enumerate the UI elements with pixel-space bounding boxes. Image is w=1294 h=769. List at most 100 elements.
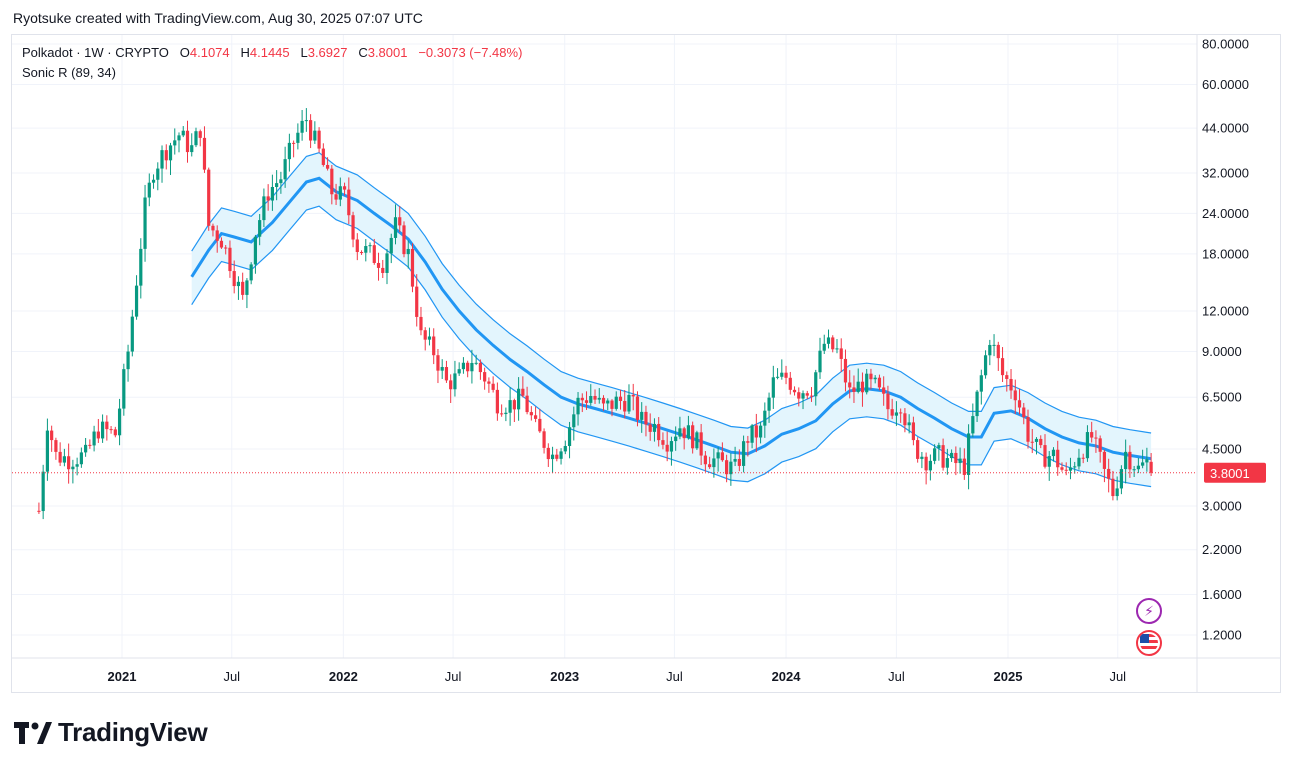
candle-body [856, 381, 860, 392]
candle-body [933, 448, 937, 461]
attribution-text: Ryotsuke created with TradingView.com, A… [13, 10, 423, 26]
candle-body [1068, 467, 1073, 471]
candle-body [109, 429, 113, 431]
y-tick-label: 6.5000 [1202, 390, 1242, 405]
candle-body [500, 413, 504, 415]
candle-body [219, 240, 224, 248]
candle-body [117, 408, 122, 436]
candle-body [338, 186, 342, 200]
candle-body [1056, 449, 1060, 468]
candle-body [96, 431, 100, 439]
candle-body [232, 271, 236, 287]
candle-body [1098, 438, 1102, 452]
candle-body [449, 380, 453, 390]
candle-body [979, 375, 983, 392]
candle-body [185, 130, 190, 153]
candle-body [113, 429, 117, 436]
candle-body [907, 422, 911, 426]
price-axis: 80.0000 60.0000 44.0000 32.0000 24.0000 18.00… [1196, 35, 1249, 692]
candle-body [381, 267, 385, 273]
brand-name: TradingView [58, 717, 208, 747]
candle-body [1047, 456, 1051, 467]
candle-body [105, 421, 109, 430]
candle-body [79, 452, 83, 465]
y-tick-label: 44.0000 [1202, 121, 1249, 136]
candle-body [100, 421, 105, 439]
candle-body [1141, 462, 1145, 466]
candle-body [495, 389, 499, 414]
candle-body [661, 440, 665, 445]
candle-body [1081, 457, 1085, 459]
candle-body [194, 131, 198, 146]
candle-body [330, 168, 334, 195]
candle-body [147, 182, 151, 198]
x-tick-label: Jul [666, 669, 683, 684]
candle-body [563, 446, 567, 452]
candle-body [224, 247, 228, 249]
y-tick-label: 1.6000 [1202, 587, 1242, 602]
candle-body [533, 415, 538, 419]
tradingview-brand[interactable]: TradingView [14, 717, 208, 748]
candle-body [758, 425, 763, 438]
symbol-label[interactable]: Polkadot · 1W · CRYPTO [22, 45, 169, 60]
candle-body [712, 458, 716, 468]
candle-body [869, 373, 873, 380]
candle-body [245, 280, 249, 295]
candle-body [538, 418, 542, 432]
candle-body [873, 377, 877, 380]
candle-body [877, 377, 882, 388]
open-value: 4.1074 [189, 45, 230, 60]
y-tick-label: 80.0000 [1202, 37, 1249, 52]
candle-body [41, 471, 45, 512]
candle-body [504, 412, 508, 415]
candle-body [440, 367, 444, 371]
candle-body [792, 389, 797, 393]
indicator-label[interactable]: Sonic R (89, 34) [22, 65, 116, 80]
candle-body [1136, 465, 1140, 470]
sonic-r-upper [191, 152, 1152, 434]
candle-body [699, 432, 703, 456]
last-price-badge [1204, 462, 1266, 483]
candle-body [1077, 457, 1081, 467]
x-tick-label: Jul [223, 669, 240, 684]
high-label: H [240, 45, 250, 60]
candle-body [975, 391, 979, 417]
candle-body [92, 431, 96, 446]
y-tick-label: 9.0000 [1202, 344, 1242, 359]
candle-body [678, 428, 682, 437]
candle-body [1039, 438, 1043, 446]
x-tick-label: 2021 [108, 669, 137, 684]
candle-body [483, 372, 487, 382]
price-chart[interactable]: 3.8001 80.0000 60.0000 44.0000 32.0000 24.00… [12, 35, 1280, 692]
candle-body [139, 248, 143, 286]
candle-body [580, 397, 584, 401]
last-price-badge-text: 3.8001 [1210, 466, 1250, 481]
candle-body [1034, 438, 1039, 442]
candle-body [262, 196, 266, 221]
lightning-icon[interactable]: ⚡ [1136, 598, 1162, 624]
candle-body [402, 225, 406, 255]
high-value: 4.1445 [249, 45, 290, 60]
candle-body [283, 159, 287, 180]
low-value: 3.6927 [307, 45, 348, 60]
candle-body [950, 452, 954, 459]
candle-body [177, 135, 181, 141]
candle-body [37, 510, 41, 512]
candle-body [58, 451, 62, 463]
candle-body [814, 372, 818, 397]
x-tick-label: 2022 [329, 669, 358, 684]
candle-body [801, 393, 805, 399]
candle-body [576, 397, 580, 415]
candle-body [84, 444, 88, 453]
candle-body [202, 137, 207, 170]
candle-body [635, 396, 640, 420]
candle-body [351, 215, 355, 240]
candle-body [920, 456, 924, 459]
candle-body [160, 150, 164, 169]
candle-body [525, 395, 529, 413]
candle-body [512, 400, 516, 410]
us-flag-icon[interactable] [1136, 630, 1162, 656]
candle-body [657, 423, 661, 441]
candle-body [423, 330, 427, 340]
y-tick-label: 2.2000 [1202, 542, 1242, 557]
